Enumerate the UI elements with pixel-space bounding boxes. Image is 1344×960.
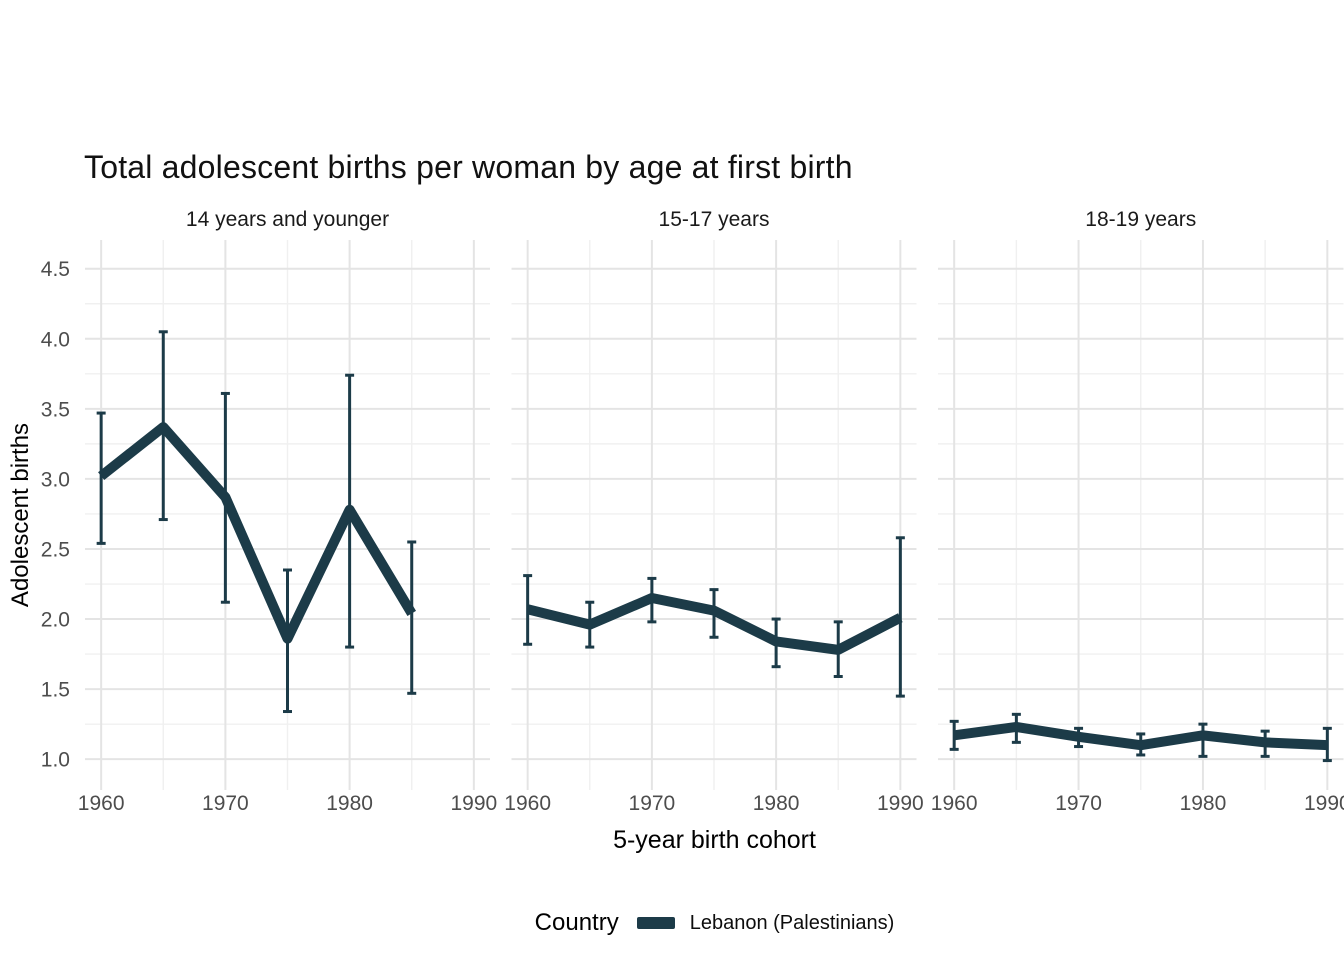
y-tick-label: 3.0 bbox=[41, 468, 70, 491]
x-tick-label: 1990 bbox=[877, 792, 924, 815]
y-tick-label: 4.5 bbox=[41, 258, 70, 281]
y-tick-label: 1.0 bbox=[41, 749, 70, 772]
y-tick-label: 1.5 bbox=[41, 679, 70, 702]
x-tick-label: 1980 bbox=[753, 792, 800, 815]
x-tick-label: 1970 bbox=[1055, 792, 1102, 815]
y-axis-title: Adolescent births bbox=[7, 422, 34, 608]
y-tick-label: 2.5 bbox=[41, 538, 70, 561]
series-line bbox=[953, 721, 1328, 751]
x-axis-title: 5-year birth cohort bbox=[613, 826, 816, 854]
x-tick-label: 1980 bbox=[326, 792, 373, 815]
legend-title: Country bbox=[534, 909, 619, 936]
chart-title: Total adolescent births per woman by age… bbox=[84, 149, 853, 185]
facet-strip-label: 18-19 years bbox=[1085, 208, 1197, 231]
legend: Country Lebanon (Palestinians) bbox=[85, 903, 1344, 943]
x-tick-label: 1990 bbox=[1304, 792, 1344, 815]
x-tick-label: 1980 bbox=[1180, 792, 1227, 815]
x-tick-label: 1960 bbox=[78, 792, 125, 815]
facet-strip-label: 15-17 years bbox=[658, 208, 770, 231]
x-tick-label: 1960 bbox=[931, 792, 978, 815]
x-tick-label: 1990 bbox=[450, 792, 497, 815]
facet-strip-label: 14 years and younger bbox=[185, 208, 390, 231]
x-tick-label: 1970 bbox=[202, 792, 249, 815]
legend-item-label: Lebanon (Palestinians) bbox=[689, 911, 895, 934]
y-tick-label: 3.5 bbox=[41, 398, 70, 421]
series-line bbox=[526, 593, 903, 655]
y-tick-label: 4.0 bbox=[41, 328, 70, 351]
series-line bbox=[98, 422, 417, 644]
x-tick-label: 1960 bbox=[504, 792, 551, 815]
x-tick-label: 1970 bbox=[629, 792, 676, 815]
y-tick-label: 2.0 bbox=[41, 609, 70, 632]
legend-key-line bbox=[636, 917, 675, 929]
